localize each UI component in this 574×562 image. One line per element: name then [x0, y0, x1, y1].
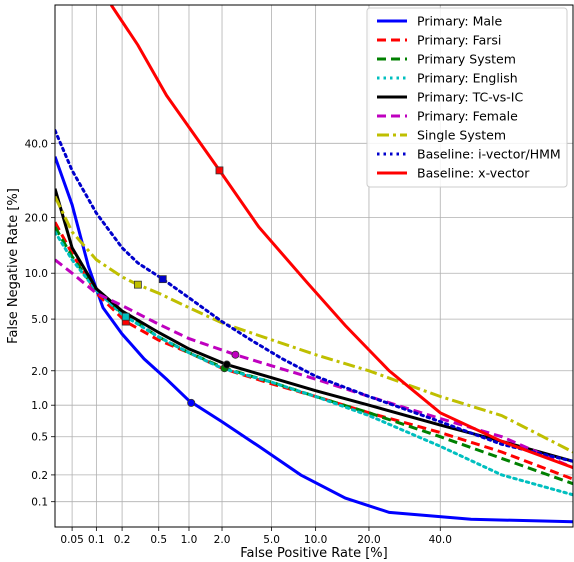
y-tick-label: 2.0: [31, 366, 48, 378]
x-tick-label: 2.0: [214, 534, 231, 546]
y-tick-label: 0.2: [31, 470, 48, 482]
operating-point-baseline-i-vector-hmm: [158, 275, 167, 284]
y-axis-label: False Negative Rate [%]: [6, 188, 21, 344]
operating-point-primary-tc-vs-ic: [222, 360, 231, 369]
x-tick-label: 20.0: [357, 534, 380, 546]
series-line-baseline-i-vector-hmm: [55, 128, 573, 463]
plot-area: [55, 5, 573, 524]
operating-point-baseline-x-vector: [215, 166, 224, 175]
series-line-primary-female: [55, 258, 573, 469]
x-tick-label: 5.0: [263, 534, 280, 546]
y-tick-label: 40.0: [25, 138, 48, 150]
legend-label-baseline-x-vector: Baseline: x-vector: [417, 166, 530, 181]
series-line-primary-male: [55, 156, 573, 524]
series-line-primary-system: [55, 226, 573, 486]
y-tick-label: 1.0: [31, 400, 48, 412]
y-tick-label: 20.0: [25, 213, 48, 225]
y-tick-label: 0.1: [31, 497, 48, 509]
operating-point-primary-female: [231, 350, 240, 359]
legend-label-primary-farsi: Primary: Farsi: [417, 33, 501, 48]
legend-label-single-system: Single System: [417, 128, 506, 143]
legend-label-primary-system: Primary System: [417, 52, 516, 67]
x-tick-label: 40.0: [429, 534, 452, 546]
x-tick-label: 1.0: [181, 534, 198, 546]
operating-point-primary-male: [187, 398, 196, 407]
legend-box: [366, 7, 568, 188]
x-tick-label: 0.05: [60, 534, 83, 546]
legend-label-primary-english: Primary: English: [417, 71, 518, 86]
x-tick-label: 0.1: [88, 534, 105, 546]
legend-label-primary-female: Primary: Female: [417, 109, 518, 124]
y-tick-label: 5.0: [31, 314, 48, 326]
legend: Primary: Male Primary: Farsi Primary Syste…: [366, 7, 568, 188]
legend-label-primary-tc-vs-ic: Primary: TC-vs-IC: [417, 90, 523, 105]
operating-point-single-system: [133, 280, 142, 289]
axis-ticks: 0.05 0.1 0.2 0.5 1.0 2.0 5.0 10.0 20.0 40.0 0.1 0.2…: [25, 138, 452, 546]
x-tick-label: 0.5: [150, 534, 167, 546]
legend-label-primary-male: Primary: Male: [417, 14, 502, 29]
operating-point-primary-english: [121, 312, 130, 321]
legend-label-baseline-i-vector-hmm: Baseline: i-vector/HMM: [417, 147, 561, 162]
x-axis-label: False Positive Rate [%]: [240, 546, 387, 561]
y-tick-label: 10.0: [25, 268, 48, 280]
x-tick-label: 0.2: [114, 534, 131, 546]
plot-frame: [54, 4, 574, 528]
x-tick-label: 10.0: [304, 534, 327, 546]
y-tick-label: 0.5: [31, 432, 48, 444]
series-line-baseline-x-vector: [109, 5, 573, 470]
